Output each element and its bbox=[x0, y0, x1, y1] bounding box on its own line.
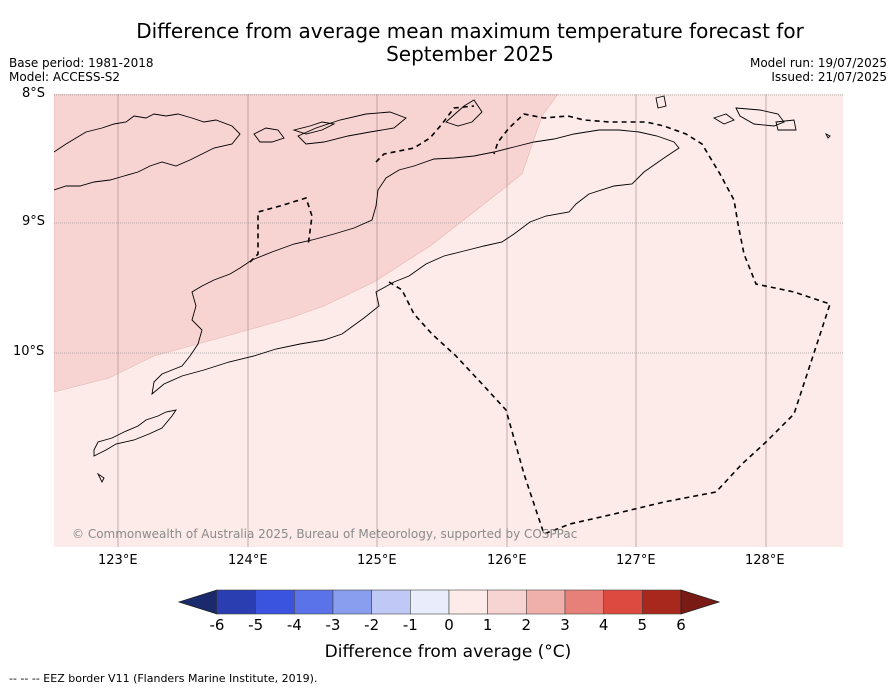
eez-border-timor-leste bbox=[388, 113, 832, 536]
colorbar-segment bbox=[216, 589, 256, 615]
eez-border-oecusse bbox=[249, 197, 313, 263]
east-island-3 bbox=[735, 107, 785, 127]
colorbar-tick-label: -3 bbox=[325, 616, 341, 634]
colorbar-tick-label: -1 bbox=[402, 616, 418, 634]
colorbar-tick-label: -4 bbox=[286, 616, 302, 634]
lon-label-126e: 126°E bbox=[487, 553, 527, 568]
colorbar-segment bbox=[448, 589, 488, 615]
title-line-1: Difference from average mean maximum tem… bbox=[136, 19, 804, 43]
colorbar bbox=[178, 589, 720, 615]
east-island-1 bbox=[655, 95, 667, 109]
wetar-coast bbox=[297, 111, 407, 145]
colorbar-segment bbox=[332, 589, 372, 615]
colorbar-tick-label: 3 bbox=[560, 616, 570, 634]
colorbar-segment bbox=[603, 589, 643, 615]
model-name: Model: ACCESS-S2 bbox=[9, 70, 121, 84]
anomaly-zone-1-2 bbox=[54, 94, 559, 393]
chart-title: Difference from average mean maximum tem… bbox=[0, 20, 896, 66]
colorbar-tick-label: -6 bbox=[209, 616, 225, 634]
flores-coast bbox=[54, 113, 241, 191]
colorbar-tick-label: 5 bbox=[637, 616, 648, 634]
colorbar-segment bbox=[487, 589, 527, 615]
eez-legend-footer: -- -- -- EEZ border V11 (Flanders Marine… bbox=[9, 672, 318, 685]
gridlines bbox=[54, 94, 843, 354]
lon-label-125e: 125°E bbox=[357, 553, 397, 568]
colorbar-tick-label: 1 bbox=[482, 616, 493, 634]
wetar-north-coast bbox=[445, 99, 483, 127]
base-period: Base period: 1981-2018 bbox=[9, 56, 154, 70]
lon-label-128e: 128°E bbox=[745, 553, 785, 568]
colorbar-tick-label: 6 bbox=[676, 616, 686, 634]
colorbar-segment bbox=[564, 589, 604, 615]
eez-borders bbox=[249, 105, 832, 536]
colorbar-tick-label: -2 bbox=[364, 616, 380, 634]
small-island-coast bbox=[96, 472, 105, 484]
colorbar-segment bbox=[410, 589, 450, 615]
map-panel bbox=[54, 94, 843, 547]
colorbar-segment bbox=[255, 589, 295, 615]
meta-left: Base period: 1981-2018 Model: ACCESS-S2 bbox=[9, 56, 154, 84]
colorbar-tick-label: 2 bbox=[521, 616, 532, 634]
pantar-coast bbox=[292, 121, 336, 135]
copyright-notice: © Commonwealth of Australia 2025, Bureau… bbox=[72, 527, 578, 541]
colorbar-arrow-low bbox=[178, 589, 218, 615]
colorbar-tick-label: -5 bbox=[248, 616, 264, 634]
colorbar-segment bbox=[371, 589, 411, 615]
lon-label-124e: 124°E bbox=[228, 553, 268, 568]
east-island-4 bbox=[775, 119, 797, 131]
issued-date: Issued: 21/07/2025 bbox=[771, 70, 887, 84]
colorbar-segment bbox=[642, 589, 682, 615]
colorbar-segment bbox=[526, 589, 566, 615]
colorbar-label-text: Difference from average (°C) bbox=[324, 642, 572, 662]
colorbar-tick-label: 0 bbox=[444, 616, 454, 634]
title-line-2: September 2025 bbox=[386, 42, 554, 66]
lon-label-127e: 127°E bbox=[616, 553, 656, 568]
colorbar-segment bbox=[294, 589, 334, 615]
lat-label-9s: 9°S bbox=[22, 214, 46, 229]
east-island-5 bbox=[824, 132, 831, 139]
timor-coast bbox=[151, 129, 680, 396]
alor-coast bbox=[253, 127, 285, 143]
east-island-2 bbox=[712, 113, 735, 125]
model-run: Model run: 19/07/2025 bbox=[749, 56, 887, 70]
meridians bbox=[117, 94, 767, 547]
rote-island-coast bbox=[93, 409, 177, 457]
lat-label-8s: 8°S bbox=[22, 86, 46, 101]
meta-right: Model run: 19/07/2025 Issued: 21/07/2025 bbox=[750, 56, 887, 84]
colorbar-arrow-high bbox=[680, 589, 720, 615]
eez-border-north bbox=[375, 105, 475, 163]
coastlines bbox=[54, 95, 831, 484]
lon-label-123e: 123°E bbox=[98, 553, 138, 568]
colorbar-label: Difference from average (°C) bbox=[0, 642, 896, 662]
lat-label-10s: 10°S bbox=[13, 344, 45, 359]
colorbar-tick-label: 4 bbox=[598, 616, 609, 634]
